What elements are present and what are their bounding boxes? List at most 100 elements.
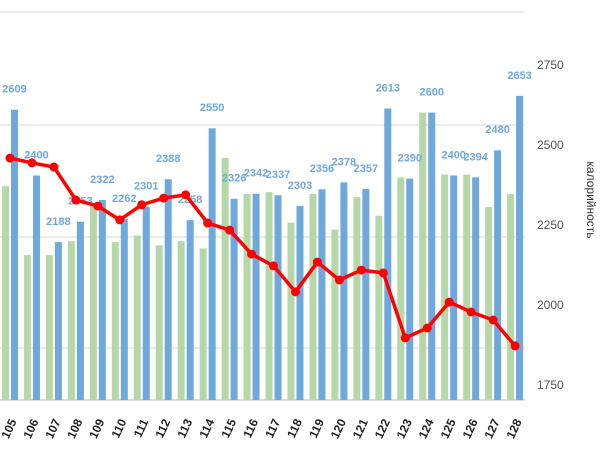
value-label: 2378	[332, 156, 356, 168]
x-tick-label: 117	[262, 416, 283, 440]
line-point	[422, 323, 432, 333]
bar	[516, 95, 524, 400]
x-tick-label: 112	[152, 416, 173, 440]
y2-tick-label: 2000	[537, 298, 564, 312]
line-point	[290, 287, 300, 297]
x-tick-label: 107	[42, 416, 63, 440]
line-point	[137, 200, 147, 210]
line-point	[5, 153, 15, 163]
x-tick-label: 111	[131, 416, 152, 439]
x-tick-label: 119	[306, 416, 327, 440]
value-label: 2609	[2, 84, 26, 96]
value-label: 2301	[134, 181, 158, 193]
x-tick-label: 126	[460, 416, 481, 440]
bar	[331, 229, 339, 400]
x-tick-label: 114	[196, 416, 217, 440]
value-label: 2600	[419, 86, 443, 98]
x-tick-label: 106	[20, 416, 41, 440]
bar	[406, 178, 414, 400]
bar	[133, 235, 141, 400]
bar	[98, 200, 106, 400]
value-label: 2400	[24, 149, 48, 161]
bar	[164, 179, 172, 400]
bar	[441, 174, 449, 400]
y2-tick-label: 1750	[537, 378, 564, 392]
bar	[375, 215, 383, 400]
bar	[507, 194, 515, 400]
bar	[318, 189, 326, 400]
bar	[450, 175, 458, 400]
bar	[384, 108, 392, 400]
bar	[23, 255, 31, 400]
line-point	[27, 158, 37, 168]
x-tick-label: 125	[438, 416, 459, 440]
line-point	[225, 225, 235, 235]
value-label: 2356	[310, 163, 334, 175]
bar	[221, 157, 229, 400]
value-label: 2394	[463, 151, 488, 163]
line-point	[378, 268, 388, 278]
line-point	[488, 315, 498, 325]
line-point	[115, 215, 125, 225]
bar	[485, 206, 493, 400]
bar	[89, 205, 97, 400]
line-point	[269, 261, 279, 271]
y2-tick-label: 2250	[537, 218, 564, 232]
line-point	[510, 341, 520, 351]
x-tick-label: 116	[240, 416, 261, 440]
bar	[243, 194, 251, 400]
line-point	[181, 190, 191, 200]
value-label: 2326	[222, 173, 246, 185]
line-point	[203, 218, 213, 228]
line-point	[334, 275, 344, 285]
bar	[32, 175, 40, 400]
x-tick-label: 110	[109, 416, 130, 440]
bar	[274, 195, 282, 400]
bar	[120, 218, 128, 400]
bar	[208, 128, 216, 400]
line-point	[71, 195, 81, 205]
bar	[54, 242, 62, 400]
bar	[309, 194, 317, 400]
line-point	[247, 249, 257, 259]
bar	[472, 177, 480, 400]
y2-tick-label: 2500	[537, 138, 564, 152]
bar	[362, 188, 370, 400]
bar	[419, 112, 427, 400]
bar	[340, 182, 348, 400]
line-point	[312, 257, 322, 267]
bar	[155, 245, 163, 400]
x-tick-label: 124	[416, 416, 437, 440]
bar	[186, 220, 194, 400]
line-point	[159, 193, 169, 203]
line-point	[49, 162, 59, 172]
bar	[67, 241, 75, 400]
bar	[397, 177, 405, 400]
value-label: 2388	[156, 153, 180, 165]
y2-axis-title: калорийность	[584, 161, 598, 238]
line-point	[356, 265, 366, 275]
x-tick-label: 115	[218, 416, 239, 440]
bar	[177, 241, 185, 400]
value-label: 2653	[507, 70, 531, 82]
line-point	[93, 201, 103, 211]
bar	[265, 192, 273, 400]
line-point	[444, 297, 454, 307]
line-point	[400, 333, 410, 343]
line-point	[466, 307, 476, 317]
bar	[494, 150, 502, 400]
bar	[287, 222, 295, 400]
value-label: 2188	[46, 216, 70, 228]
x-tick-label: 128	[504, 416, 525, 440]
bar	[296, 205, 304, 400]
x-tick-label: 105	[0, 416, 20, 440]
bar	[463, 174, 471, 400]
x-tick-label: 109	[86, 416, 107, 440]
bar	[353, 197, 361, 400]
bar	[428, 112, 436, 400]
bar	[252, 193, 260, 400]
value-label: 2550	[200, 102, 224, 114]
x-tick-label: 113	[174, 416, 195, 440]
line	[9, 156, 517, 348]
